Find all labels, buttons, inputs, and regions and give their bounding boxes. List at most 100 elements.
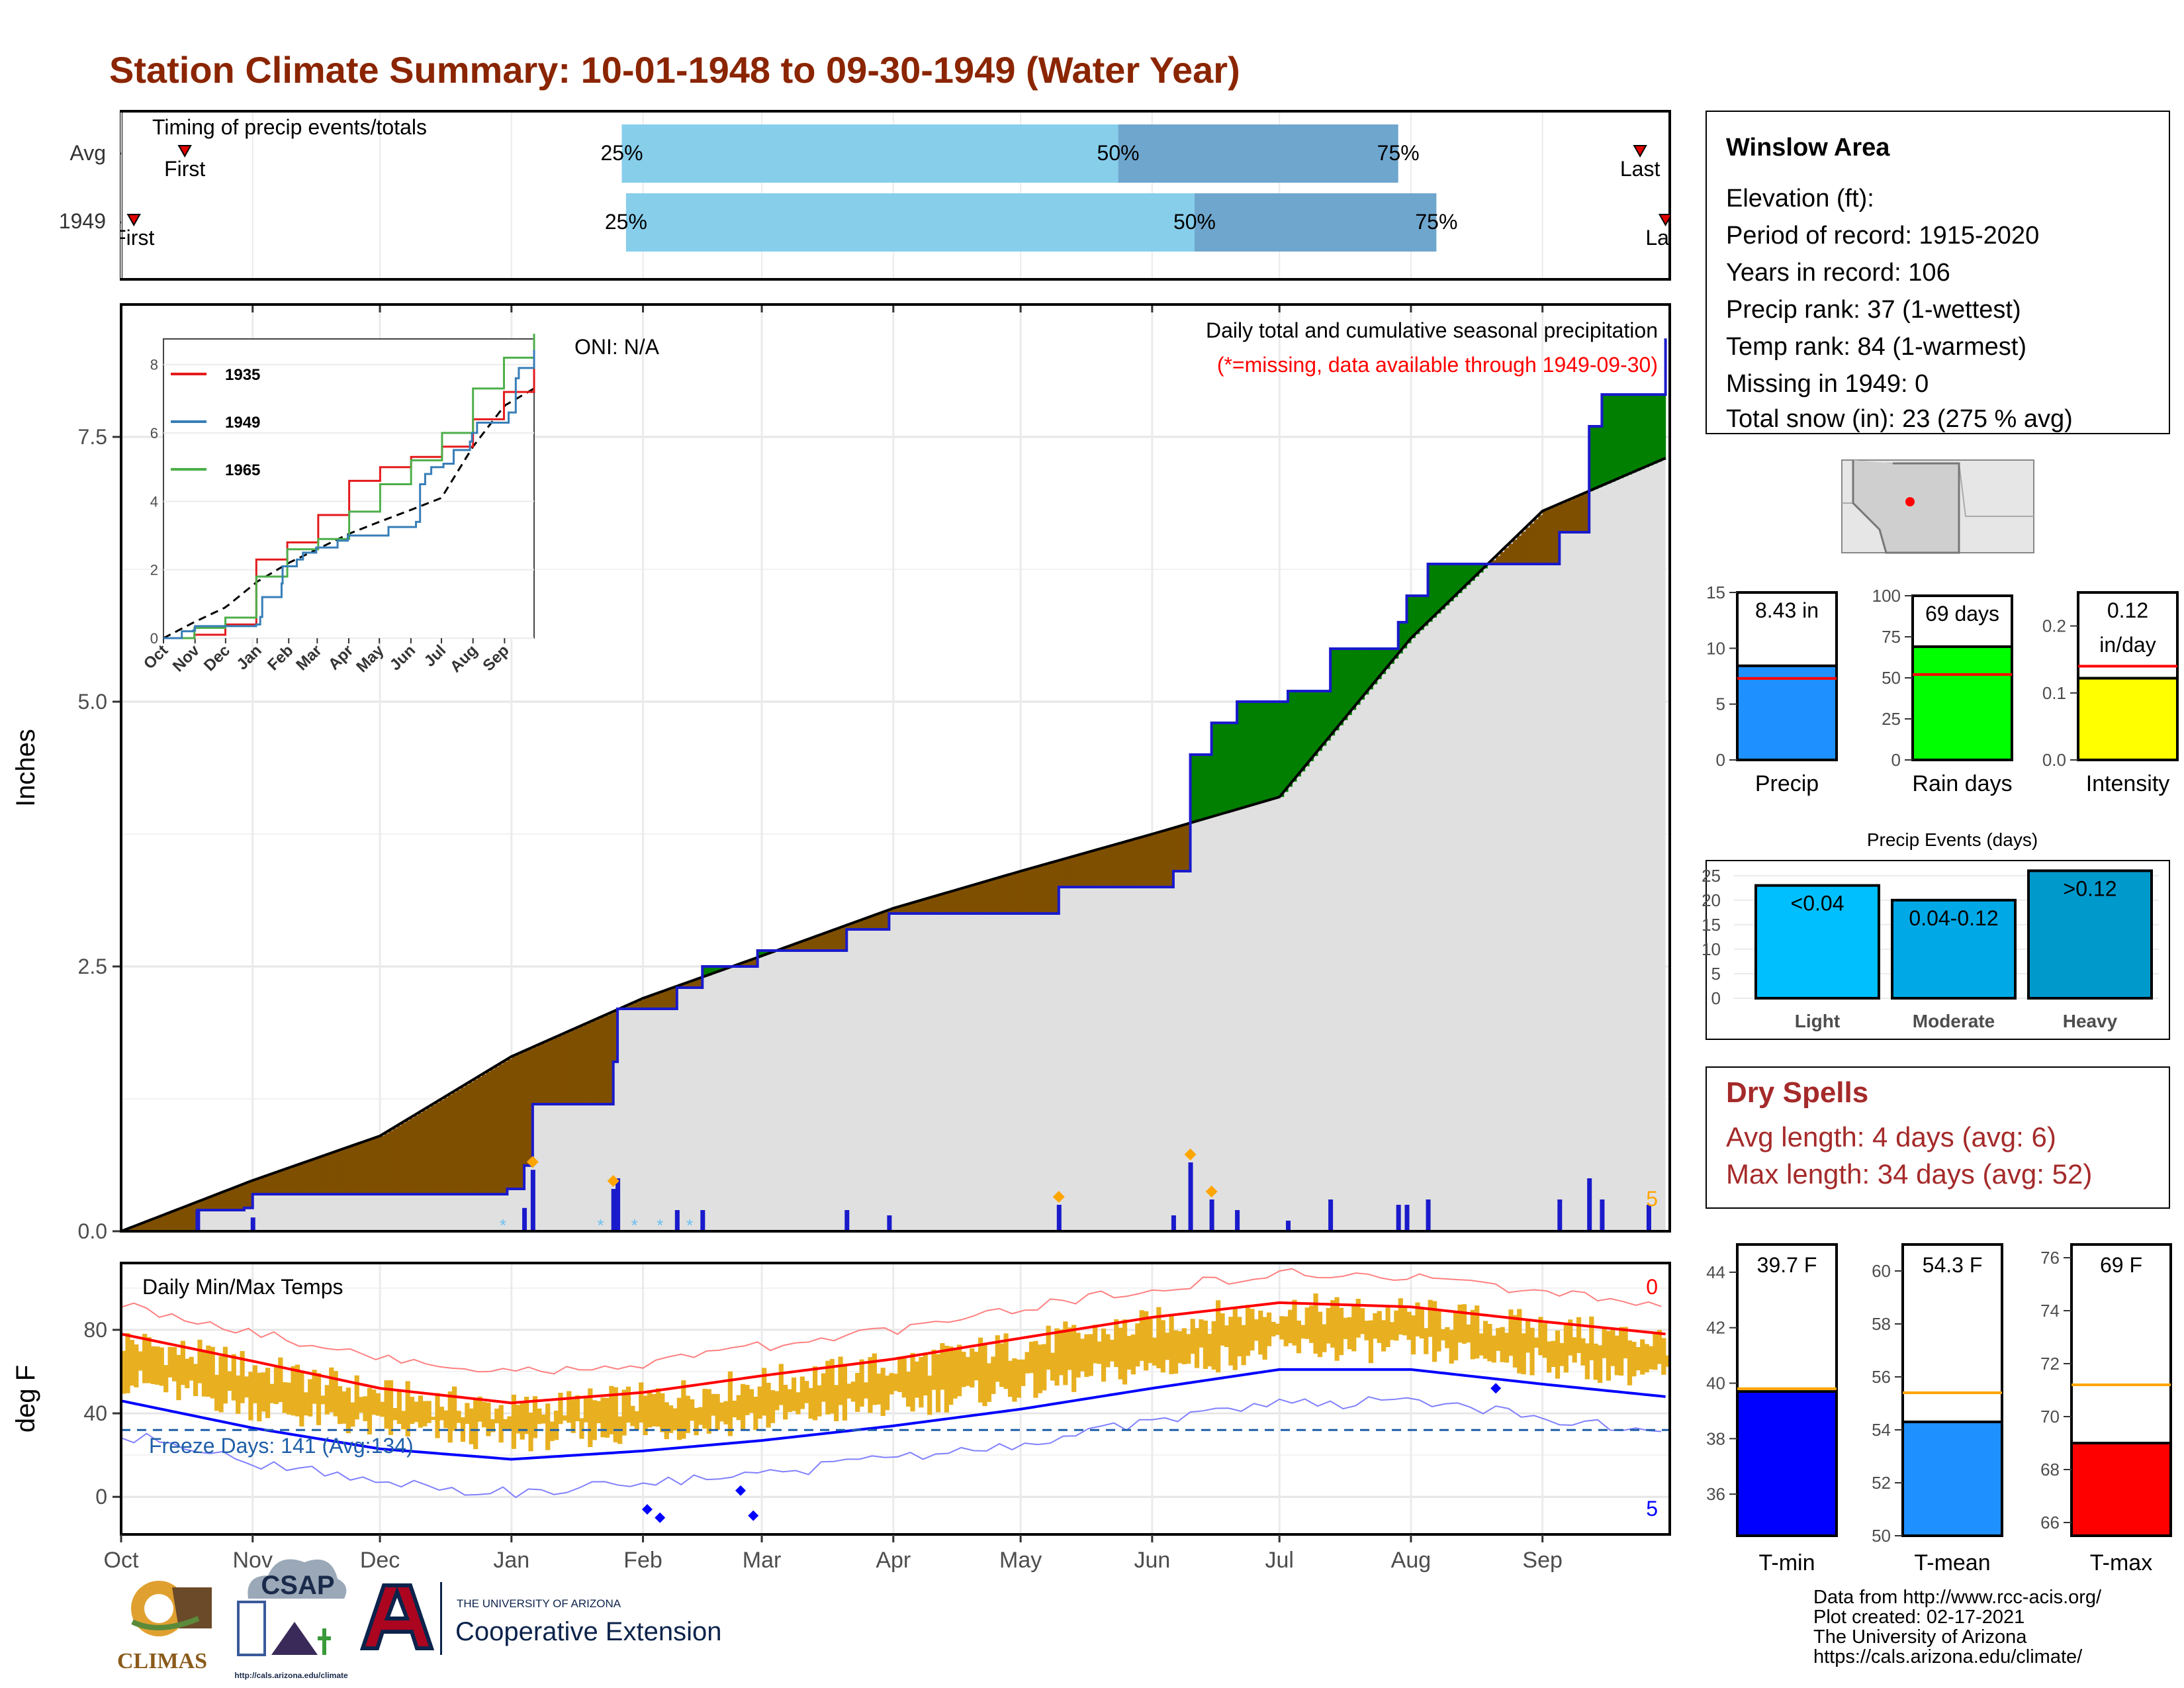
daily-temp-bar bbox=[774, 1391, 780, 1411]
daily-temp-bar bbox=[1169, 1314, 1174, 1374]
below-average-fill bbox=[201, 1199, 206, 1210]
daily-temp-bar bbox=[1619, 1327, 1624, 1376]
daily-temp-bar bbox=[914, 1361, 920, 1398]
daily-temp-bar bbox=[1105, 1334, 1111, 1368]
daily-temp-bar bbox=[1436, 1311, 1441, 1352]
below-average-fill bbox=[265, 1176, 270, 1194]
daily-temp-bar bbox=[354, 1375, 359, 1420]
daily-temp-bar bbox=[171, 1346, 177, 1382]
daily-temp-bar bbox=[723, 1401, 729, 1425]
daily-temp-bar bbox=[579, 1418, 584, 1439]
above-average-fill bbox=[1275, 702, 1280, 798]
daily-temp-bar bbox=[1186, 1334, 1191, 1364]
below-average-fill bbox=[647, 996, 652, 1009]
below-average-fill bbox=[1012, 873, 1017, 914]
daily-temp-bar bbox=[995, 1335, 1000, 1382]
daily-temp-bar bbox=[278, 1357, 283, 1403]
daily-temp-bar bbox=[189, 1356, 194, 1381]
timing-last-label: Last bbox=[1620, 157, 1661, 181]
credit-data-source: Data from http://www.rcc-acis.org/ bbox=[1813, 1587, 2102, 1608]
daily-temp-bar bbox=[401, 1411, 406, 1430]
above-average-fill bbox=[1241, 702, 1246, 808]
above-average-fill bbox=[715, 966, 720, 973]
daily-temp-bar bbox=[613, 1387, 618, 1442]
below-average-fill bbox=[919, 900, 924, 914]
temp-y-tick-label: 40 bbox=[83, 1401, 107, 1425]
daily-temp-bar bbox=[1487, 1323, 1492, 1362]
below-average-fill bbox=[1517, 536, 1522, 564]
temp-bar-tick-label: 68 bbox=[2040, 1460, 2060, 1479]
month-tick-label: Aug bbox=[1391, 1548, 1432, 1573]
below-average-fill bbox=[473, 1079, 478, 1194]
daily-temp-bar bbox=[1283, 1316, 1289, 1346]
daily-temp-bar bbox=[741, 1383, 746, 1429]
daily-temp-bar bbox=[711, 1393, 716, 1416]
below-average-fill bbox=[1093, 851, 1098, 887]
daily-temp-bar bbox=[910, 1352, 915, 1412]
below-average-fill bbox=[1003, 876, 1009, 914]
daily-temp-bar bbox=[146, 1336, 152, 1383]
temp-frame bbox=[120, 1262, 1671, 1536]
daily-precip-bar bbox=[1209, 1199, 1214, 1231]
daily-temp-bar bbox=[295, 1364, 300, 1417]
below-average-fill bbox=[134, 1226, 139, 1231]
daily-temp-bar bbox=[1547, 1341, 1552, 1373]
daily-temp-bar bbox=[812, 1366, 818, 1421]
daily-temp-bar bbox=[706, 1389, 711, 1434]
daily-temp-bar bbox=[1555, 1330, 1561, 1379]
summary-bar-category-label: Rain days bbox=[1912, 771, 2012, 796]
daily-temp-bar bbox=[333, 1371, 338, 1417]
below-average-fill bbox=[991, 880, 996, 914]
daily-temp-bar bbox=[1024, 1352, 1030, 1374]
daily-temp-bar bbox=[1368, 1320, 1374, 1364]
above-average-fill bbox=[1406, 596, 1412, 643]
daily-temp-bar bbox=[1028, 1341, 1034, 1374]
daily-temp-bar bbox=[567, 1391, 572, 1423]
daily-temp-bar bbox=[1355, 1299, 1361, 1338]
above-average-fill bbox=[1606, 395, 1611, 484]
above-average-fill bbox=[1648, 395, 1653, 466]
record-low-marker bbox=[748, 1510, 759, 1521]
temp-label: Daily Min/Max Temps bbox=[142, 1275, 343, 1299]
summary-bar-tick-label: 0 bbox=[1716, 750, 1725, 770]
daily-temp-bar bbox=[180, 1340, 185, 1385]
timing-bar-q50-q75 bbox=[1194, 193, 1437, 252]
temp-bottom-count: 5 bbox=[1646, 1497, 1658, 1521]
daily-temp-bar bbox=[303, 1392, 308, 1416]
below-average-fill bbox=[189, 1205, 194, 1231]
daily-temp-bar bbox=[1245, 1305, 1251, 1356]
events-tick-label: 0 bbox=[1711, 988, 1721, 1008]
daily-precip-bar bbox=[674, 1210, 680, 1231]
daily-temp-bar bbox=[1224, 1325, 1230, 1347]
above-average-fill bbox=[1653, 395, 1658, 464]
below-average-fill bbox=[1181, 825, 1187, 871]
above-average-fill bbox=[1216, 723, 1221, 816]
inset-y-tick-label: 6 bbox=[150, 425, 158, 442]
daily-temp-bar bbox=[541, 1414, 546, 1424]
above-average-fill bbox=[1317, 691, 1322, 751]
below-average-fill bbox=[1165, 830, 1170, 887]
below-average-fill bbox=[431, 1105, 436, 1194]
below-average-fill bbox=[1058, 860, 1064, 887]
summary-bar-tick-label: 50 bbox=[1882, 668, 1901, 688]
below-average-fill bbox=[486, 1072, 491, 1194]
daily-temp-bar bbox=[846, 1383, 852, 1399]
daily-temp-bar bbox=[392, 1408, 398, 1421]
below-average-fill bbox=[409, 1117, 414, 1194]
daily-temp-bar bbox=[804, 1381, 809, 1403]
daily-temp-bar bbox=[872, 1353, 877, 1405]
daily-temp-bar bbox=[681, 1380, 686, 1439]
daily-temp-bar bbox=[1500, 1327, 1505, 1362]
temp-bar-tick-label: 76 bbox=[2040, 1248, 2060, 1268]
events-tick-label: 25 bbox=[1702, 866, 1721, 886]
daily-temp-bar bbox=[986, 1363, 992, 1402]
daily-precip-bar bbox=[522, 1207, 527, 1231]
daily-temp-bar bbox=[1623, 1327, 1628, 1358]
temp-bar-tick-label: 74 bbox=[2040, 1301, 2060, 1321]
daily-temp-bar bbox=[574, 1395, 580, 1422]
daily-temp-bar bbox=[1385, 1305, 1390, 1347]
above-average-fill bbox=[1364, 649, 1369, 695]
timing-last-marker bbox=[1658, 214, 1673, 227]
temperature-summary-bars: 36 38 40 42 44 39.7 F T-min 50 52 54 56 58 60 54.3 F T… bbox=[1706, 1243, 2172, 1575]
daily-precip-bar bbox=[195, 1210, 201, 1231]
